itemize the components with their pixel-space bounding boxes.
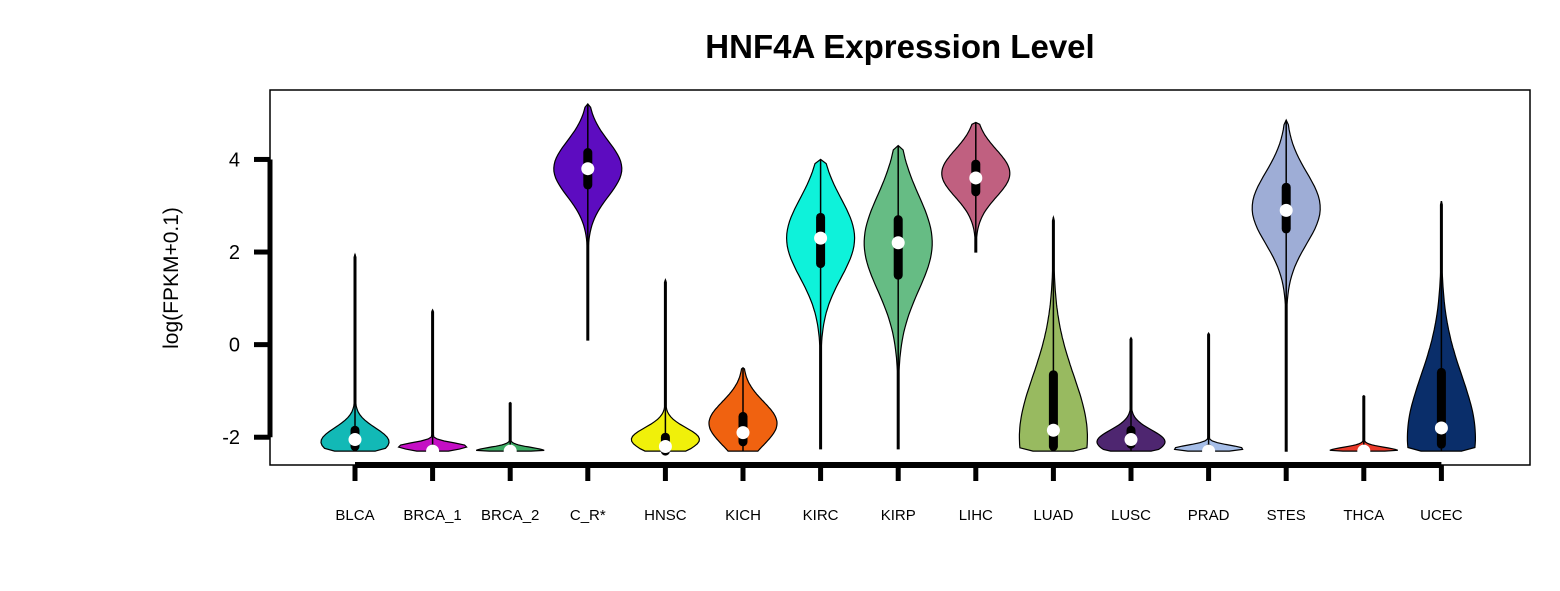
x-tick-label: UCEC — [1420, 507, 1463, 524]
x-tick-label: THCA — [1343, 507, 1384, 524]
x-tick-label: BLCA — [335, 507, 374, 524]
median-point-BLCA — [348, 433, 362, 447]
median-point-KIRC — [814, 231, 828, 245]
median-point-UCEC — [1434, 421, 1448, 435]
y-axis: 4 2 0 -2 — [222, 149, 273, 449]
x-tick-label: C_R* — [570, 507, 606, 524]
median-point-LIHC — [969, 171, 983, 185]
x-tick-label: KIRC — [803, 507, 839, 524]
x-tick-label: LUAD — [1033, 507, 1073, 524]
median-point-C_R* — [581, 162, 595, 176]
median-point-BRCA_2 — [503, 444, 517, 458]
y-tick-label: -2 — [222, 427, 240, 449]
median-point-KICH — [736, 426, 750, 440]
violins — [320, 102, 1476, 458]
chart-title: HNF4A Expression Level — [705, 28, 1094, 65]
median-point-HNSC — [658, 439, 672, 453]
x-axis: BLCA BRCA_1 BRCA_2 C_R* HNSC KICH KIRC KIRP LIHC… — [335, 462, 1463, 524]
median-point-PRAD — [1202, 444, 1216, 458]
median-point-KIRP — [891, 236, 905, 250]
x-tick-label: LUSC — [1111, 507, 1151, 524]
median-point-LUSC — [1124, 433, 1138, 447]
y-tick-label: 0 — [229, 335, 240, 357]
x-tick-label: LIHC — [959, 507, 993, 524]
y-axis-label: log(FPKM+0.1) — [160, 207, 183, 349]
y-tick-label: 4 — [229, 149, 240, 171]
x-tick-label: KICH — [725, 507, 761, 524]
y-tick-label: 2 — [229, 242, 240, 264]
median-point-LUAD — [1046, 423, 1060, 437]
x-tick-label: HNSC — [644, 507, 687, 524]
x-tick-label: KIRP — [881, 507, 916, 524]
x-tick-label: STES — [1267, 507, 1306, 524]
median-point-BRCA_1 — [426, 444, 440, 458]
x-tick-label: BRCA_1 — [403, 507, 461, 524]
median-point-STES — [1279, 203, 1293, 217]
x-tick-label: BRCA_2 — [481, 507, 539, 524]
median-point-THCA — [1357, 444, 1371, 458]
x-tick-label: PRAD — [1188, 507, 1230, 524]
